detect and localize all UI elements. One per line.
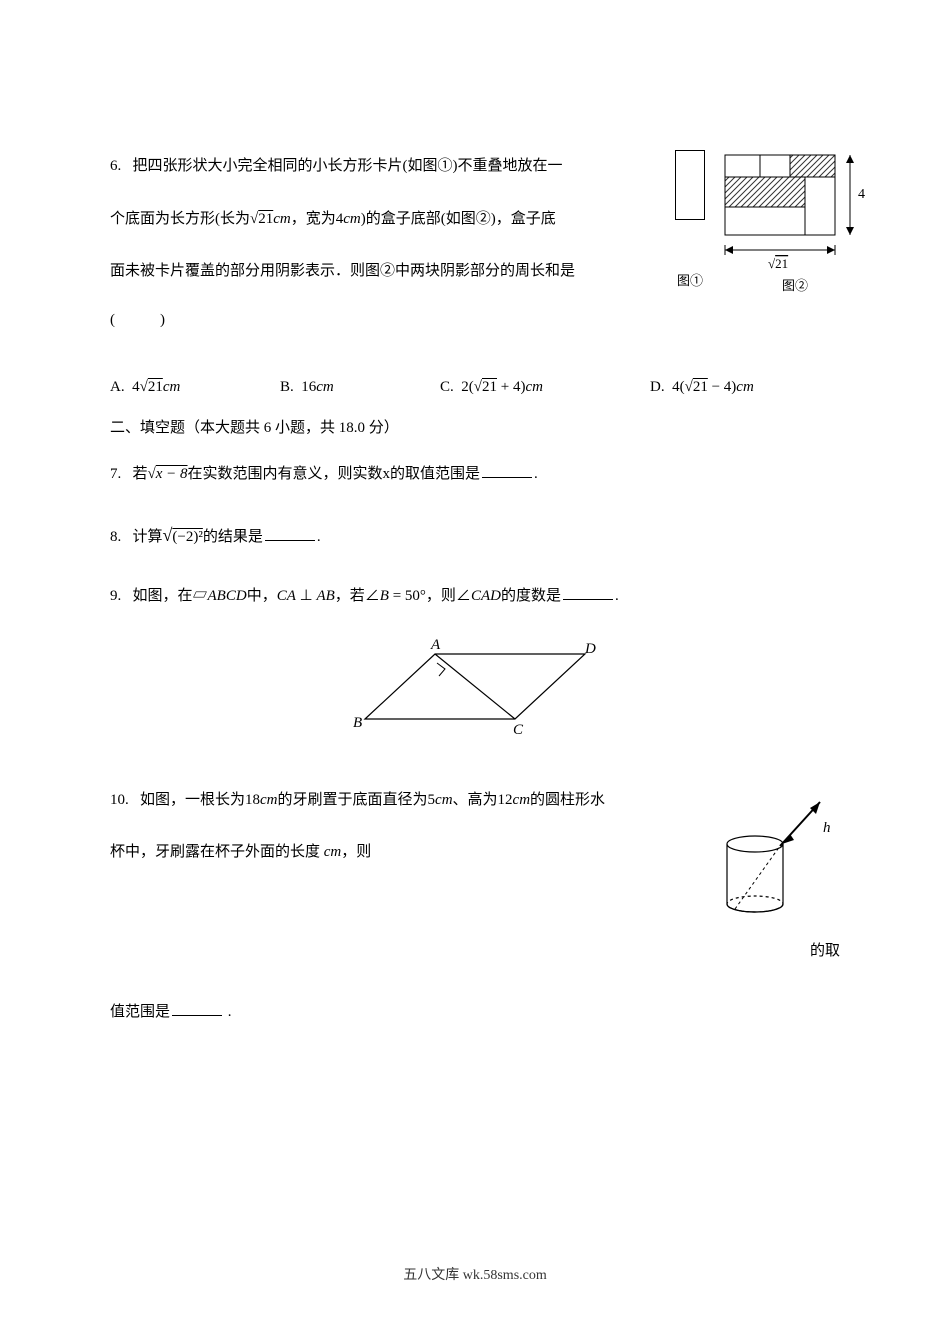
label-B: B bbox=[353, 715, 362, 731]
q8-sqrt: (−2)² bbox=[172, 529, 202, 545]
q6-line2-pre: 个底面为长方形(长为 bbox=[110, 211, 250, 227]
fig1-rectangle bbox=[675, 150, 705, 220]
q8-number: 8. bbox=[110, 529, 121, 545]
option-c: C. 2(√21 + 4)cm bbox=[440, 379, 600, 396]
q8-blank bbox=[265, 527, 315, 541]
q10-text: 10. 如图，一根长为18cm的牙刷置于底面直径为5cm、高为12cm的圆柱形水… bbox=[110, 774, 620, 879]
q7-number: 7. bbox=[110, 466, 121, 482]
q10-final: 值范围是 . bbox=[110, 1000, 840, 1021]
parallelogram-svg: A D B C bbox=[335, 639, 615, 739]
question-9: 9. 如图，在▱ABCD中，CA ⊥ AB，若∠B = 50°，则∠CAD的度数… bbox=[110, 581, 840, 611]
figure-1: 图① bbox=[675, 150, 705, 289]
q6-text: 6. 把四张形状大小完全相同的小长方形卡片(如图①)不重叠地放在一 个底面为长方… bbox=[110, 140, 620, 298]
q6-line2-mid: ，宽为4cm)的盒子底部(如图②)，盒子底 bbox=[291, 211, 556, 227]
q7-post: 在实数范围内有意义，则实数x的取值范围是 bbox=[188, 466, 481, 482]
q9-number: 9. bbox=[110, 588, 121, 604]
q6-number: 6. bbox=[110, 158, 121, 174]
fig2-svg: 4 √21 bbox=[720, 150, 870, 285]
q6-line1: 把四张形状大小完全相同的小长方形卡片(如图①)不重叠地放在一 bbox=[133, 158, 563, 174]
q6-line3: 面未被卡片覆盖的部分用阴影表示．则图②中两块阴影部分的周长和是 bbox=[110, 263, 575, 279]
fig2-dim-sqrt21: √21 bbox=[768, 256, 788, 271]
fig1-label: 图① bbox=[677, 270, 703, 289]
q6-paren: ( ) bbox=[110, 308, 840, 329]
q8-end: . bbox=[317, 529, 321, 545]
fig2-dim-4: 4 bbox=[858, 187, 865, 202]
option-a: A. 4√21cm bbox=[110, 379, 230, 396]
question-10: 10. 如图，一根长为18cm的牙刷置于底面直径为5cm、高为12cm的圆柱形水… bbox=[110, 774, 840, 1021]
q7-sqrt: x − 8 bbox=[156, 466, 188, 482]
q6-figures: 图① bbox=[675, 150, 870, 294]
q10-figure: h bbox=[710, 794, 850, 929]
cylinder-svg: h bbox=[710, 794, 850, 924]
label-A: A bbox=[430, 639, 441, 653]
q6-options: A. 4√21cm B. 16cm C. 2(√21 + 4)cm D. 4(√… bbox=[110, 379, 840, 396]
q9-end: . bbox=[615, 588, 619, 604]
label-C: C bbox=[513, 722, 524, 738]
q10-number: 10. bbox=[110, 792, 129, 808]
q8-pre: 计算 bbox=[133, 529, 163, 545]
q9-text: 如图，在▱ABCD中，CA ⊥ AB，若∠B = 50°，则∠CAD的度数是 bbox=[133, 588, 561, 604]
question-8: 8. 计算√(−2)²的结果是. bbox=[110, 517, 840, 553]
footer: 五八文库 wk.58sms.com bbox=[0, 1264, 950, 1284]
label-D: D bbox=[584, 641, 596, 657]
q8-post: 的结果是 bbox=[203, 529, 263, 545]
question-7: 7. 若√x − 8在实数范围内有意义，则实数x的取值范围是. bbox=[110, 459, 840, 489]
q7-end: . bbox=[534, 466, 538, 482]
option-d: D. 4(√21 − 4)cm bbox=[650, 379, 754, 396]
section-2-title: 二、填空题（本大题共 6 小题，共 18.0 分） bbox=[110, 416, 840, 437]
q10-line2: 杯中，牙刷露在杯子外面的长度 cm，则 bbox=[110, 844, 371, 860]
q9-blank bbox=[563, 586, 613, 600]
q10-blank bbox=[172, 1002, 222, 1016]
q10-trail: 的取 bbox=[110, 939, 840, 960]
option-b: B. 16cm bbox=[280, 379, 390, 396]
q9-figure: A D B C bbox=[110, 639, 840, 744]
q7-blank bbox=[482, 464, 532, 478]
q10-line1: 如图，一根长为18cm的牙刷置于底面直径为5cm、高为12cm的圆柱形水 bbox=[140, 792, 605, 808]
question-6: 6. 把四张形状大小完全相同的小长方形卡片(如图①)不重叠地放在一 个底面为长方… bbox=[110, 140, 840, 396]
q7-pre: 若 bbox=[133, 466, 148, 482]
label-h: h bbox=[823, 820, 831, 836]
q6-sqrt21: 21 bbox=[258, 211, 273, 227]
figure-2: 4 √21 图② bbox=[720, 150, 870, 294]
